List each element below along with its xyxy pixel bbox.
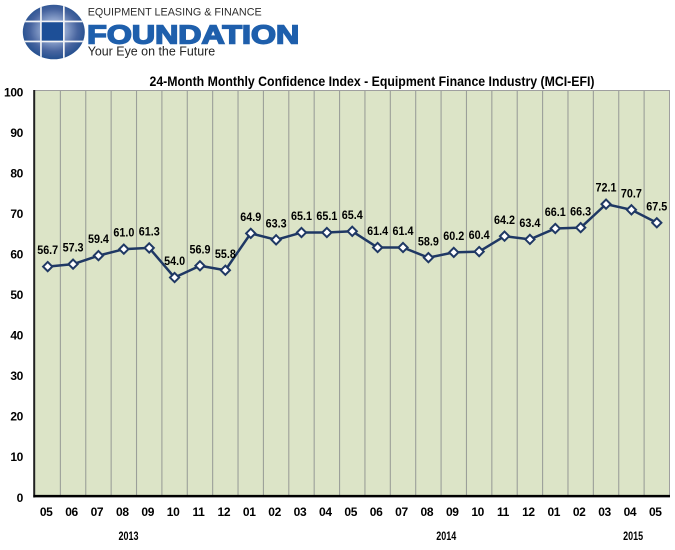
svg-text:30: 30 xyxy=(10,369,23,383)
svg-text:0: 0 xyxy=(17,491,24,505)
svg-text:2013: 2013 xyxy=(119,529,139,543)
svg-text:61.3: 61.3 xyxy=(139,225,160,239)
svg-text:03: 03 xyxy=(598,505,611,519)
svg-text:61.4: 61.4 xyxy=(393,224,414,238)
svg-text:60.4: 60.4 xyxy=(469,228,490,242)
svg-text:65.4: 65.4 xyxy=(342,208,363,222)
svg-text:56.7: 56.7 xyxy=(37,243,58,257)
svg-text:08: 08 xyxy=(421,505,434,519)
svg-text:03: 03 xyxy=(294,505,307,519)
svg-text:09: 09 xyxy=(446,505,459,519)
svg-text:100: 100 xyxy=(4,85,24,99)
svg-text:57.3: 57.3 xyxy=(63,241,84,255)
svg-text:07: 07 xyxy=(91,505,104,519)
svg-text:11: 11 xyxy=(497,505,510,519)
svg-text:EQUIPMENT LEASING & FINANCE: EQUIPMENT LEASING & FINANCE xyxy=(88,6,262,18)
svg-text:70.7: 70.7 xyxy=(621,186,642,200)
svg-text:05: 05 xyxy=(40,505,53,519)
svg-text:04: 04 xyxy=(319,505,332,519)
svg-text:65.1: 65.1 xyxy=(291,209,312,223)
svg-text:01: 01 xyxy=(547,505,560,519)
svg-text:10: 10 xyxy=(167,505,180,519)
svg-text:11: 11 xyxy=(192,505,205,519)
svg-text:64.2: 64.2 xyxy=(494,213,515,227)
svg-text:90: 90 xyxy=(10,126,23,140)
svg-text:64.9: 64.9 xyxy=(240,210,261,224)
svg-text:61.4: 61.4 xyxy=(367,224,388,238)
svg-text:63.3: 63.3 xyxy=(266,216,287,230)
svg-text:40: 40 xyxy=(10,329,23,343)
svg-text:05: 05 xyxy=(344,505,357,519)
svg-text:08: 08 xyxy=(116,505,129,519)
svg-text:55.8: 55.8 xyxy=(215,247,236,261)
svg-text:60.2: 60.2 xyxy=(443,229,464,243)
svg-text:61.0: 61.0 xyxy=(113,226,134,240)
svg-text:10: 10 xyxy=(471,505,484,519)
svg-text:2015: 2015 xyxy=(623,529,643,543)
svg-text:02: 02 xyxy=(268,505,281,519)
svg-text:FOUNDATION: FOUNDATION xyxy=(87,21,299,49)
svg-text:05: 05 xyxy=(649,505,662,519)
svg-text:58.9: 58.9 xyxy=(418,234,439,248)
svg-text:54.0: 54.0 xyxy=(164,254,185,268)
svg-text:50: 50 xyxy=(10,288,23,302)
svg-text:20: 20 xyxy=(10,410,23,424)
svg-text:2014: 2014 xyxy=(436,529,456,543)
svg-text:66.1: 66.1 xyxy=(545,205,566,219)
svg-text:01: 01 xyxy=(243,505,256,519)
svg-text:04: 04 xyxy=(624,505,637,519)
svg-text:24-Month Monthly Confidence In: 24-Month Monthly Confidence Index - Equi… xyxy=(150,74,595,89)
svg-text:66.3: 66.3 xyxy=(570,204,591,218)
svg-text:65.1: 65.1 xyxy=(316,209,337,223)
svg-text:10: 10 xyxy=(10,450,23,464)
svg-text:56.9: 56.9 xyxy=(189,242,210,256)
svg-text:60: 60 xyxy=(10,248,23,262)
svg-text:67.5: 67.5 xyxy=(646,199,667,213)
svg-text:70: 70 xyxy=(10,207,23,221)
svg-text:12: 12 xyxy=(218,505,231,519)
svg-text:59.4: 59.4 xyxy=(88,232,109,246)
svg-text:06: 06 xyxy=(65,505,78,519)
svg-text:07: 07 xyxy=(395,505,408,519)
svg-text:02: 02 xyxy=(573,505,586,519)
svg-text:12: 12 xyxy=(522,505,535,519)
svg-text:80: 80 xyxy=(10,166,23,180)
svg-text:Your Eye on the Future: Your Eye on the Future xyxy=(88,44,216,59)
svg-text:72.1: 72.1 xyxy=(596,181,617,195)
svg-text:06: 06 xyxy=(370,505,383,519)
svg-text:09: 09 xyxy=(141,505,154,519)
svg-text:63.4: 63.4 xyxy=(519,216,540,230)
